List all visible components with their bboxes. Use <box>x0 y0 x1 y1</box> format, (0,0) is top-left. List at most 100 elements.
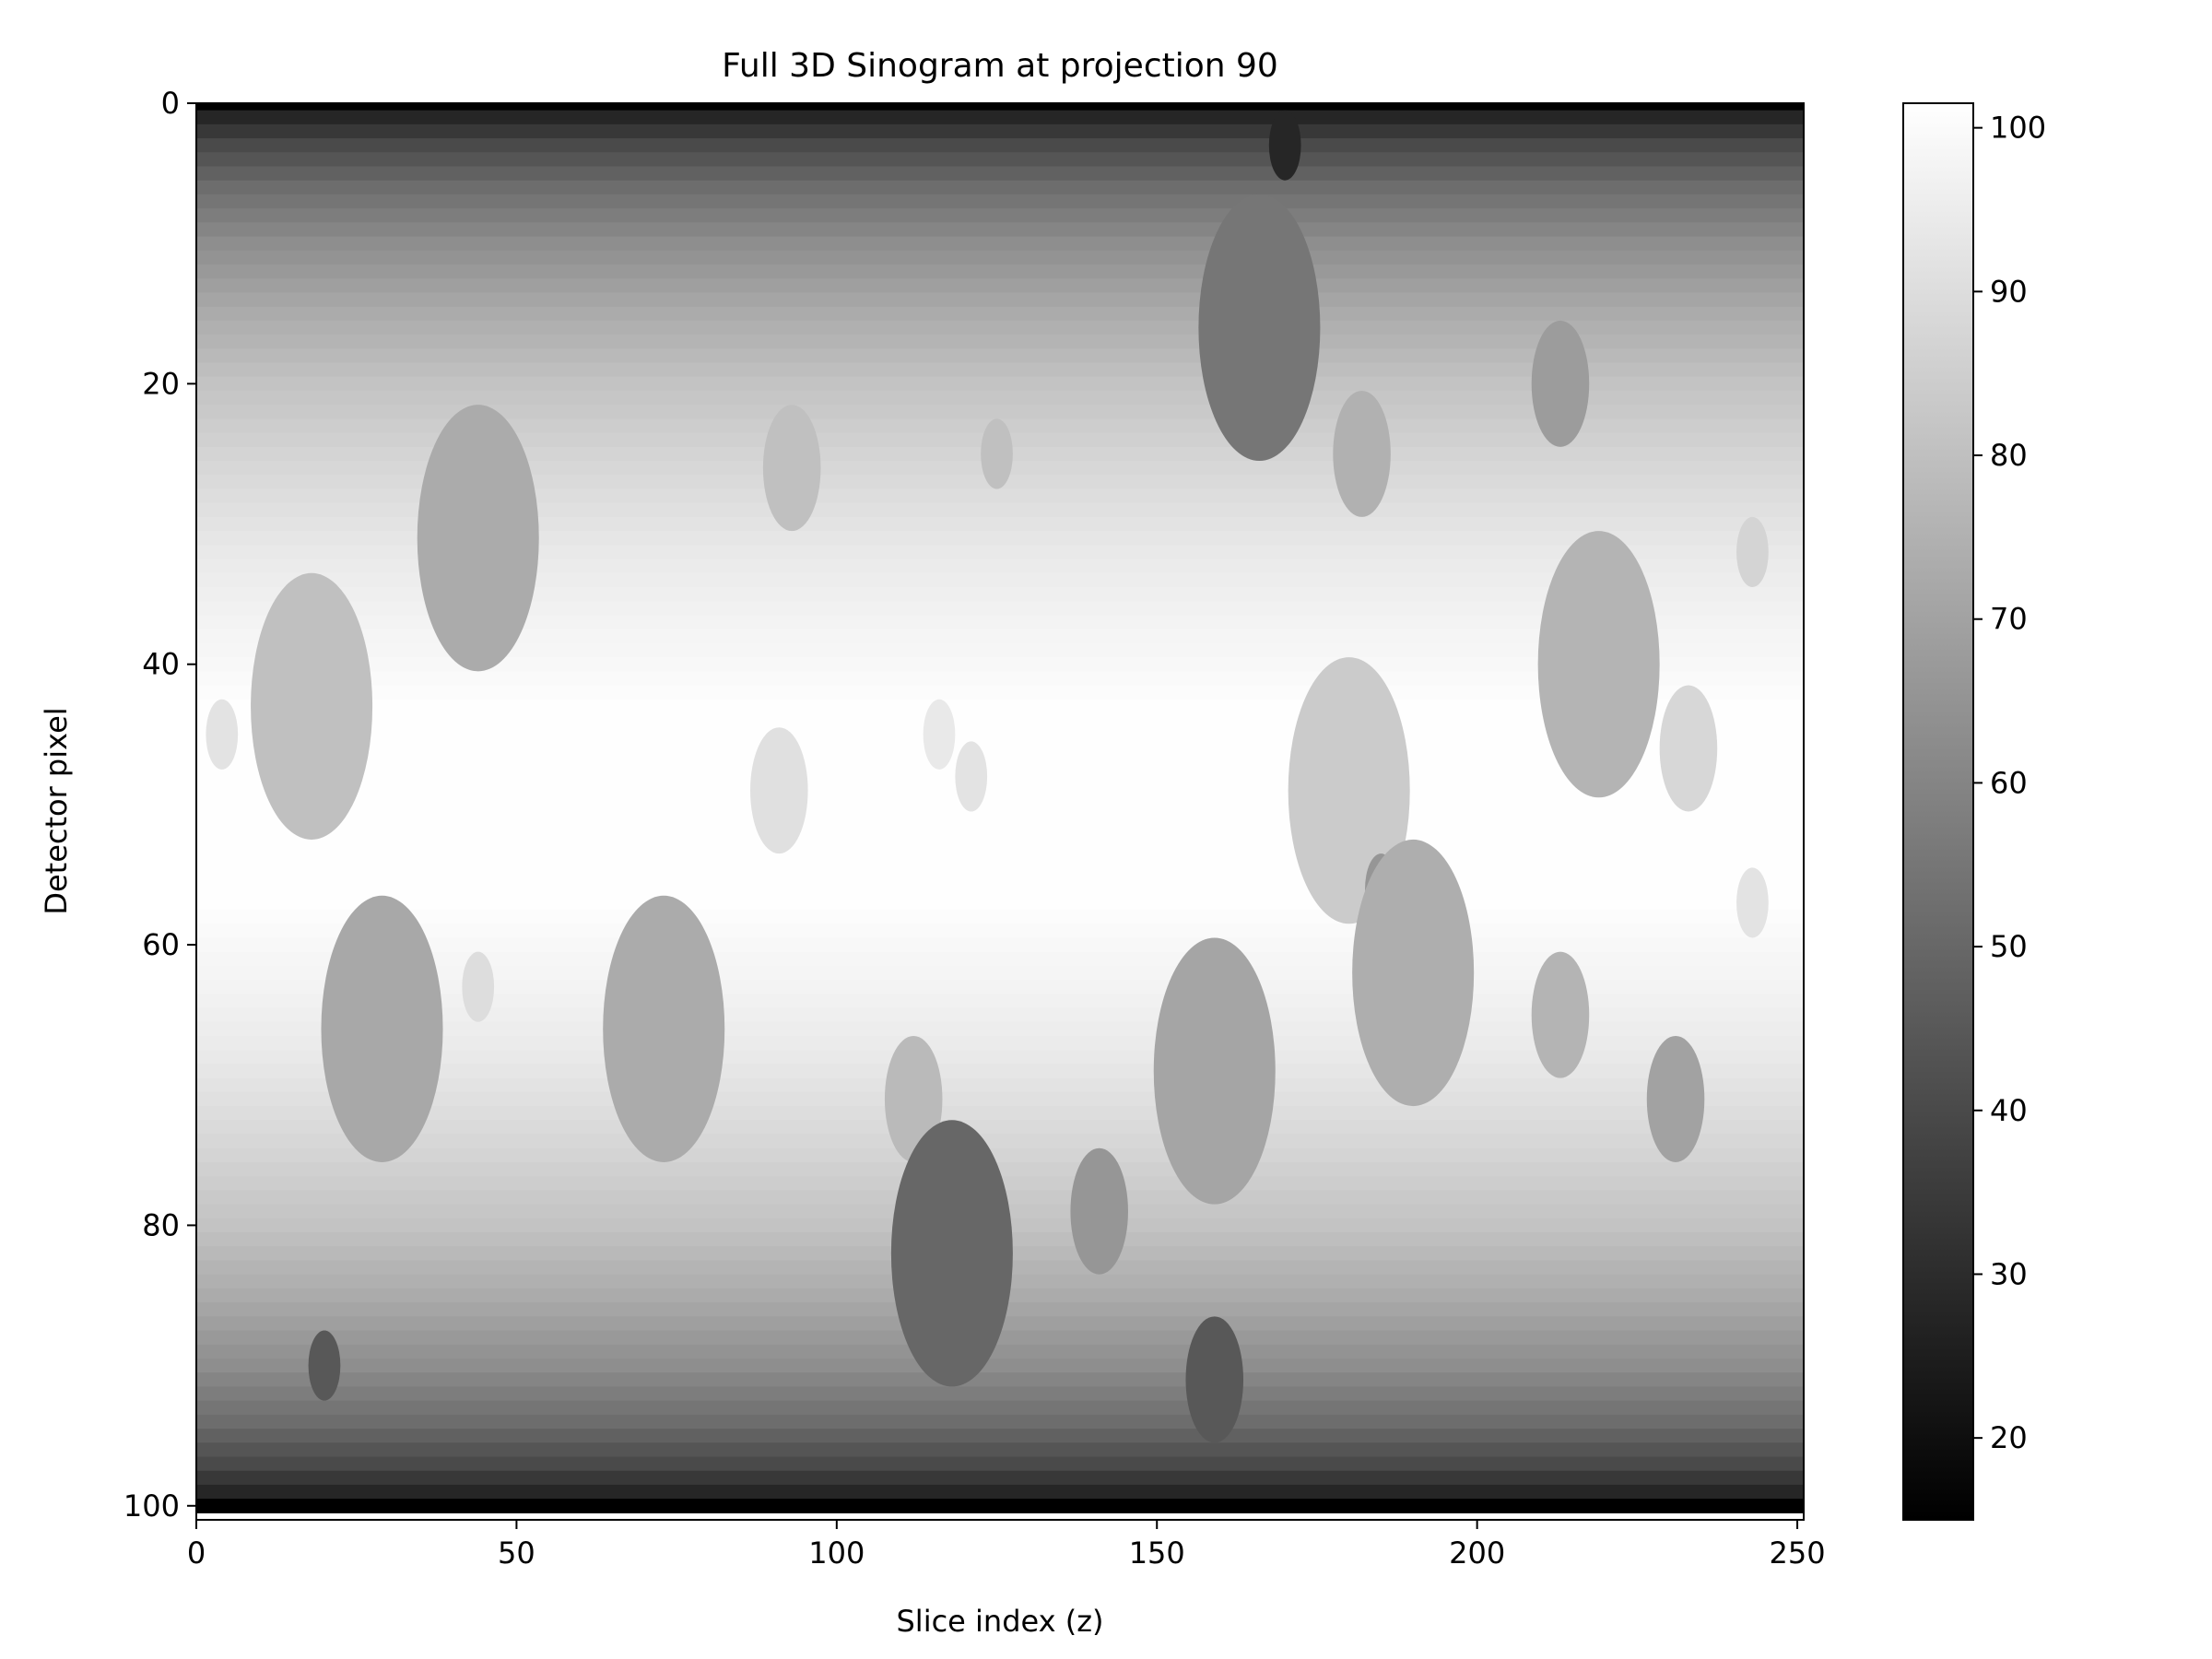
colorbar-tick-label: 90 <box>1990 274 2028 309</box>
background-band <box>196 222 1804 238</box>
background-band <box>196 1470 1804 1486</box>
background-band <box>196 166 1804 182</box>
ellipse-features <box>206 110 1769 1443</box>
y-tick-label: 100 <box>124 1488 180 1524</box>
ellipse-feature <box>955 741 988 812</box>
plot-area <box>195 102 1805 1521</box>
x-tick-label: 250 <box>1770 1535 1826 1571</box>
background-band <box>196 1330 1804 1346</box>
ellipse-feature <box>1659 685 1718 812</box>
background-band <box>196 642 1804 658</box>
background-band <box>196 1106 1804 1121</box>
background-band <box>196 895 1804 911</box>
ellipse-feature <box>1185 1316 1244 1443</box>
x-tick-label: 100 <box>808 1535 865 1571</box>
colorbar-tick-label: 20 <box>1990 1420 2028 1455</box>
background-band <box>196 769 1804 784</box>
ellipse-feature <box>603 895 725 1162</box>
background-band <box>196 1414 1804 1430</box>
background-band <box>196 572 1804 588</box>
background-band <box>196 1386 1804 1402</box>
background-band <box>196 657 1804 672</box>
ellipse-feature <box>1070 1147 1128 1275</box>
background-band <box>196 390 1804 406</box>
y-tick-label: 20 <box>142 366 180 401</box>
background-band <box>196 376 1804 392</box>
background-band <box>196 559 1804 574</box>
background-band <box>196 1442 1804 1458</box>
background-band <box>196 1120 1804 1135</box>
background-band <box>196 124 1804 139</box>
ellipse-feature <box>890 1120 1013 1387</box>
background-band <box>196 811 1804 827</box>
colorbar-tick-label: 80 <box>1990 438 2028 473</box>
y-axis-label: Detector pixel <box>39 707 74 914</box>
background-band <box>196 335 1804 349</box>
background-band <box>196 1147 1804 1163</box>
ellipse-feature <box>321 895 443 1162</box>
background-band <box>196 712 1804 728</box>
ellipse-feature <box>1531 951 1590 1078</box>
background-band <box>196 180 1804 195</box>
ellipse-feature <box>462 951 495 1022</box>
background-band <box>196 1359 1804 1373</box>
background-band <box>196 545 1804 560</box>
y-tick-label: 80 <box>142 1207 180 1242</box>
background-band <box>196 516 1804 532</box>
ellipse-feature <box>251 572 373 840</box>
colorbar-tick-label: 40 <box>1990 1093 2028 1128</box>
ellipse-feature <box>884 1035 943 1162</box>
background-band <box>196 292 1804 308</box>
background-band <box>196 881 1804 897</box>
background-band <box>196 910 1804 924</box>
background-band <box>196 671 1804 687</box>
background-band <box>196 937 1804 953</box>
y-axis: 0 20 40 60 80 100 <box>124 86 196 1524</box>
plot-frame <box>195 102 1805 1521</box>
y-tick-label: 60 <box>142 927 180 962</box>
background-band <box>196 1372 1804 1388</box>
ellipse-feature <box>206 699 239 770</box>
background-band <box>196 488 1804 504</box>
x-tick-label: 150 <box>1129 1535 1185 1571</box>
background-band <box>196 699 1804 714</box>
background-band <box>196 587 1804 602</box>
background-band <box>196 1161 1804 1177</box>
colorbar-tick-label: 30 <box>1990 1256 2028 1291</box>
ellipse-feature <box>1537 531 1660 798</box>
colorbar-tick-label: 50 <box>1990 929 2028 964</box>
background-band <box>196 138 1804 153</box>
background-band <box>196 615 1804 630</box>
background-band <box>196 306 1804 322</box>
background-band <box>196 1091 1804 1107</box>
background-band <box>196 685 1804 700</box>
ellipse-feature <box>417 405 539 672</box>
chart-title: Full 3D Sinogram at projection 90 <box>722 47 1278 85</box>
x-tick-label: 50 <box>498 1535 535 1571</box>
ellipse-feature <box>1352 839 1475 1107</box>
colorbar-tick-label: 60 <box>1990 765 2028 800</box>
ellipse-feature <box>1736 867 1769 938</box>
background-band <box>196 825 1804 841</box>
x-axis: 0 50 100 150 200 250 <box>187 1520 1826 1571</box>
x-tick-label: 0 <box>187 1535 206 1571</box>
ellipse-feature <box>1268 110 1301 181</box>
background-band <box>196 1429 1804 1443</box>
background-band <box>196 867 1804 883</box>
background-band <box>196 1484 1804 1500</box>
background-band <box>196 110 1804 125</box>
ellipse-feature <box>981 418 1013 489</box>
background-band <box>196 601 1804 617</box>
background-band <box>196 194 1804 209</box>
background-band <box>196 1499 1804 1513</box>
ellipse-feature <box>750 727 808 854</box>
ellipse-feature <box>923 699 956 770</box>
background-band <box>196 924 1804 939</box>
ellipse-feature <box>1736 516 1769 588</box>
background-band <box>196 629 1804 644</box>
colorbar-tick-label: 100 <box>1990 111 2046 146</box>
background-band <box>196 405 1804 419</box>
ellipse-feature <box>762 405 821 532</box>
background-band <box>196 531 1804 546</box>
ellipse-feature <box>1531 320 1590 447</box>
